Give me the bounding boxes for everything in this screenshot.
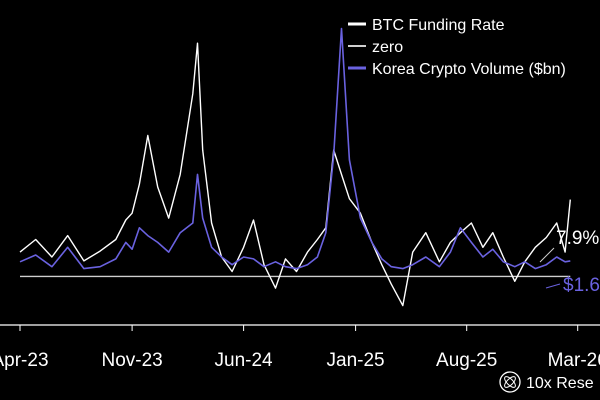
funding-rate-line: [19, 42, 571, 307]
korea-volume-line: [19, 27, 571, 270]
x-tick-label: Apr-23: [0, 350, 49, 371]
brand: 10x Rese: [499, 371, 594, 393]
x-tick-label: Jun-24: [215, 350, 274, 371]
korea-end-label: $1.6: [563, 275, 600, 296]
legend-label-korea: Korea Crypto Volume ($bn): [372, 61, 566, 78]
legend-label-funding: BTC Funding Rate: [372, 17, 505, 34]
funding-end-leader: [539, 247, 555, 263]
x-tick-label: Mar-26: [548, 350, 600, 371]
x-tick-label: Aug-25: [436, 350, 497, 371]
korea-end-leader: [545, 283, 561, 289]
legend: BTC Funding Rate zero Korea Crypto Volum…: [348, 17, 566, 78]
plot-area: [19, 27, 571, 307]
brand-text: 10x Rese: [526, 375, 594, 392]
x-ticks: Apr-23 Nov-23 Jun-24 Jan-25 Aug-25 Mar-26: [0, 325, 600, 371]
brand-logo-icon: [499, 371, 521, 393]
legend-label-zero: zero: [372, 39, 403, 56]
x-tick-label: Jan-25: [327, 350, 385, 371]
funding-end-label: 7.9%: [556, 228, 599, 249]
x-tick-label: Nov-23: [101, 350, 162, 371]
